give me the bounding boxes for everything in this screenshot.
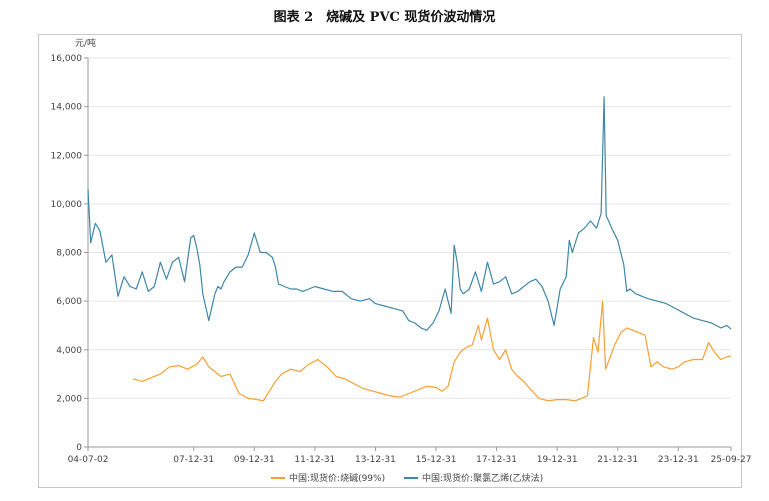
x-tick-label: 19-12-31 — [537, 455, 578, 465]
x-tick-label: 13-12-31 — [355, 455, 396, 465]
y-tick-label: 0 — [76, 443, 82, 453]
x-tick-label: 07-12-31 — [173, 455, 214, 465]
figure-title: 图表 2 烧碱及 PVC 现货价波动情况 — [273, 10, 496, 25]
y-tick-label: 14,000 — [51, 103, 83, 113]
legend-pvc-label: 中国:现货价:聚氯乙烯(乙炔法) — [422, 472, 543, 484]
x-tick-label: 04-07-02 — [68, 455, 109, 465]
y-unit-label: 元/吨 — [75, 37, 96, 49]
y-tick-label: 16,000 — [51, 54, 83, 64]
caustic-soda-line — [132, 300, 732, 402]
x-tick-label: 15-12-31 — [416, 455, 457, 465]
x-tick-label: 09-12-31 — [234, 455, 275, 465]
grid-lines — [88, 57, 731, 399]
series-lines — [87, 96, 732, 402]
x-tick-label: 17-12-31 — [476, 455, 517, 465]
x-tick-label: 21-12-31 — [597, 455, 638, 465]
x-tick-label: 25-09-27 — [711, 455, 752, 465]
legend-caustic-soda-label: 中国:现货价:烧碱(99%) — [289, 472, 385, 484]
y-tick-label: 12,000 — [51, 151, 83, 161]
y-tick-label: 2,000 — [56, 394, 82, 404]
y-tick-label: 6,000 — [56, 297, 82, 307]
x-tick-label: 23-12-31 — [658, 455, 699, 465]
y-tick-label: 8,000 — [56, 249, 82, 259]
y-tick-label: 4,000 — [56, 346, 82, 356]
y-tick-label: 10,000 — [51, 200, 83, 210]
axes: 0 2,000 4,000 6,000 8,000 10,000 12,000 14,000 1… — [51, 37, 752, 465]
chart-frame — [38, 34, 742, 488]
legend: 中国:现货价:烧碱(99%) 中国:现货价:聚氯乙烯(乙炔法) — [271, 472, 543, 484]
pvc-line — [87, 96, 732, 331]
x-tick-label: 11-12-31 — [294, 455, 335, 465]
